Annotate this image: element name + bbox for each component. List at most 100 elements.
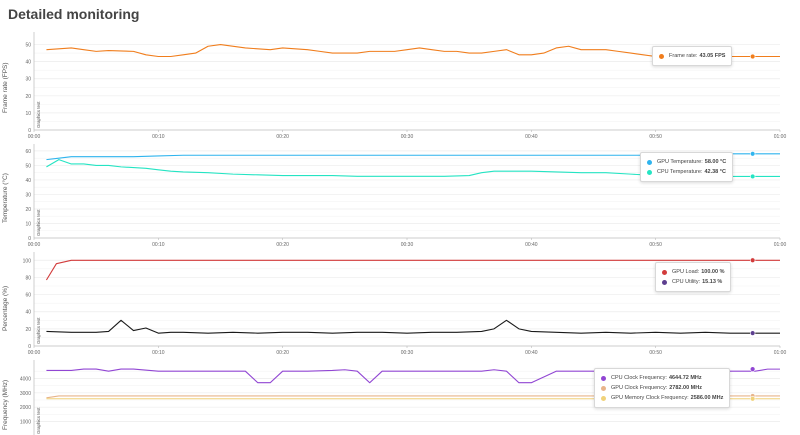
y-tick-label: 20: [25, 327, 31, 333]
y-tick-label: 2000: [20, 405, 31, 411]
y-tick-label: 10: [25, 111, 31, 117]
x-tick-label: 00:30: [401, 242, 414, 248]
y-tick-label: 10: [25, 221, 31, 227]
chart-panel-1: 0 10 20 30 40 50 00:00 00:10 00:20 00:30 00:40 00:5…: [0, 26, 800, 138]
x-tick-label: 00:00: [28, 350, 41, 356]
legend-dot-icon: [601, 385, 606, 391]
y-tick-label: 30: [25, 77, 31, 83]
series-line-gpu-load: [45, 259, 780, 281]
chart-tooltip: GPU Load: 100.00 % CPU Utility: 15.13 %: [655, 262, 732, 292]
hover-point[interactable]: [749, 396, 756, 402]
tooltip-series-name: CPU Utility:: [672, 279, 701, 285]
tooltip-series-name: GPU Clock Frequency:: [611, 385, 668, 391]
x-tick-label: 00:40: [525, 134, 538, 138]
y-tick-label: 4000: [20, 376, 31, 382]
x-tick-label: 00:40: [525, 242, 538, 248]
y-axis-label: Temperature (°C): [2, 173, 9, 223]
tooltip-series-value: 43.05 FPS: [699, 53, 726, 59]
y-tick-label: 60: [25, 149, 31, 155]
y-axis-label: Frequency (MHz): [2, 379, 9, 430]
y-tick-label: 50: [25, 163, 31, 169]
legend-dot-icon: [647, 169, 652, 175]
x-tick-label: 00:10: [152, 350, 165, 356]
tooltip-row: CPU Utility: 15.13 %: [662, 277, 724, 287]
y-tick-label: 60: [25, 293, 31, 299]
y-tick-label: 0: [28, 344, 31, 350]
y-tick-label: 30: [25, 192, 31, 198]
y-tick-label: 20: [25, 94, 31, 100]
y-tick-label: 40: [25, 178, 31, 184]
y-axis-label: Frame rate (FPS): [2, 62, 9, 113]
graphics-test-marker-label: Graphics test: [36, 101, 41, 128]
tooltip-series-name: CPU Temperature:: [657, 169, 703, 175]
tooltip-series-value: 42.38 °C: [704, 169, 726, 175]
hover-point[interactable]: [749, 173, 756, 180]
tooltip-series-value: 100.00 %: [701, 269, 725, 275]
tooltip-series-name: GPU Memory Clock Frequency:: [611, 395, 689, 401]
tooltip-series-name: CPU Clock Frequency:: [611, 375, 667, 381]
x-tick-label: 00:50: [649, 350, 662, 356]
x-tick-label: 00:00: [28, 242, 41, 248]
y-tick-label: 100: [23, 258, 32, 264]
x-tick-label: 01:00: [774, 350, 787, 356]
x-tick-label: 01:00: [774, 242, 787, 248]
tooltip-row: Frame rate: 43.05 FPS: [659, 51, 725, 61]
chart-panel-4: 1000 2000 3000 4000 Frequency (MHz) Graphics …: [0, 356, 800, 435]
tooltip-series-name: Frame rate:: [669, 53, 698, 59]
tooltip-row: GPU Memory Clock Frequency: 2586.00 MHz: [601, 393, 723, 403]
chart-tooltip: GPU Temperature: 58.00 °C CPU Temperature:…: [640, 152, 734, 182]
legend-dot-icon: [662, 279, 667, 285]
hover-point[interactable]: [749, 53, 756, 60]
x-tick-label: 00:10: [152, 134, 165, 138]
tooltip-series-value: 15.13 %: [702, 279, 723, 285]
y-tick-label: 0: [28, 236, 31, 242]
graphics-test-marker-label: Graphics test: [36, 407, 41, 434]
x-tick-label: 00:10: [152, 242, 165, 248]
y-tick-label: 80: [25, 275, 31, 281]
x-tick-label: 00:20: [276, 134, 289, 138]
legend-dot-icon: [662, 269, 667, 275]
tooltip-series-name: GPU Temperature:: [657, 159, 703, 165]
graphics-test-marker-label: Graphics test: [36, 317, 41, 344]
y-tick-label: 50: [25, 43, 31, 49]
y-axis-label: Percentage (%): [2, 285, 9, 331]
y-tick-label: 40: [25, 60, 31, 66]
legend-dot-icon: [601, 375, 606, 381]
hover-point[interactable]: [749, 151, 756, 157]
x-tick-label: 00:30: [401, 134, 414, 138]
chart-panel-2: 0 10 20 30 40 50 60 00:00 00:10 00:20 00:30 00:40 00…: [0, 140, 800, 252]
y-tick-label: 0: [28, 128, 31, 134]
chart-panel-3: 0 20 40 60 80 100 00:00 00:10 00:20 00:30 00:40 00:…: [0, 248, 800, 360]
x-tick-label: 00:50: [649, 134, 662, 138]
hover-point[interactable]: [749, 257, 756, 263]
tooltip-series-value: 58.00 °C: [704, 159, 727, 165]
series-line-cpu-utility: [46, 319, 780, 334]
hover-point[interactable]: [749, 330, 756, 336]
y-tick-label: 1000: [20, 420, 31, 426]
tooltip-row: CPU Clock Frequency: 4644.72 MHz: [601, 373, 723, 383]
x-tick-label: 01:00: [774, 134, 787, 138]
legend-dot-icon: [659, 53, 664, 59]
tooltip-series-name: GPU Load:: [672, 269, 700, 275]
x-tick-label: 00:30: [401, 350, 414, 356]
tooltip-row: CPU Temperature: 42.38 °C: [647, 167, 726, 177]
chart-tooltip: CPU Clock Frequency: 4644.72 MHz GPU Clock…: [594, 368, 731, 408]
legend-dot-icon: [647, 159, 652, 165]
page-title: Detailed monitoring: [8, 6, 140, 22]
y-tick-label: 3000: [20, 391, 31, 397]
tooltip-series-value: 4644.72 MHz: [668, 375, 702, 381]
legend-dot-icon: [601, 395, 606, 401]
chart-tooltip: Frame rate: 43.05 FPS: [652, 46, 733, 66]
x-tick-label: 00:00: [28, 134, 41, 138]
chart-svg: 0 10 20 30 40 50 00:00 00:10 00:20 00:30 00:40 00:5…: [25, 32, 787, 138]
y-tick-label: 20: [25, 207, 31, 213]
tooltip-row: GPU Load: 100.00 %: [662, 267, 724, 277]
tooltip-series-value: 2782.00 MHz: [669, 385, 702, 391]
tooltip-series-value: 2586.00 MHz: [690, 395, 724, 401]
graphics-test-marker-label: Graphics test: [36, 209, 41, 236]
tooltip-row: GPU Temperature: 58.00 °C: [647, 157, 726, 167]
x-tick-label: 00:20: [276, 242, 289, 248]
hover-point[interactable]: [749, 366, 756, 372]
x-tick-label: 00:20: [276, 350, 289, 356]
x-tick-label: 00:40: [525, 350, 538, 356]
